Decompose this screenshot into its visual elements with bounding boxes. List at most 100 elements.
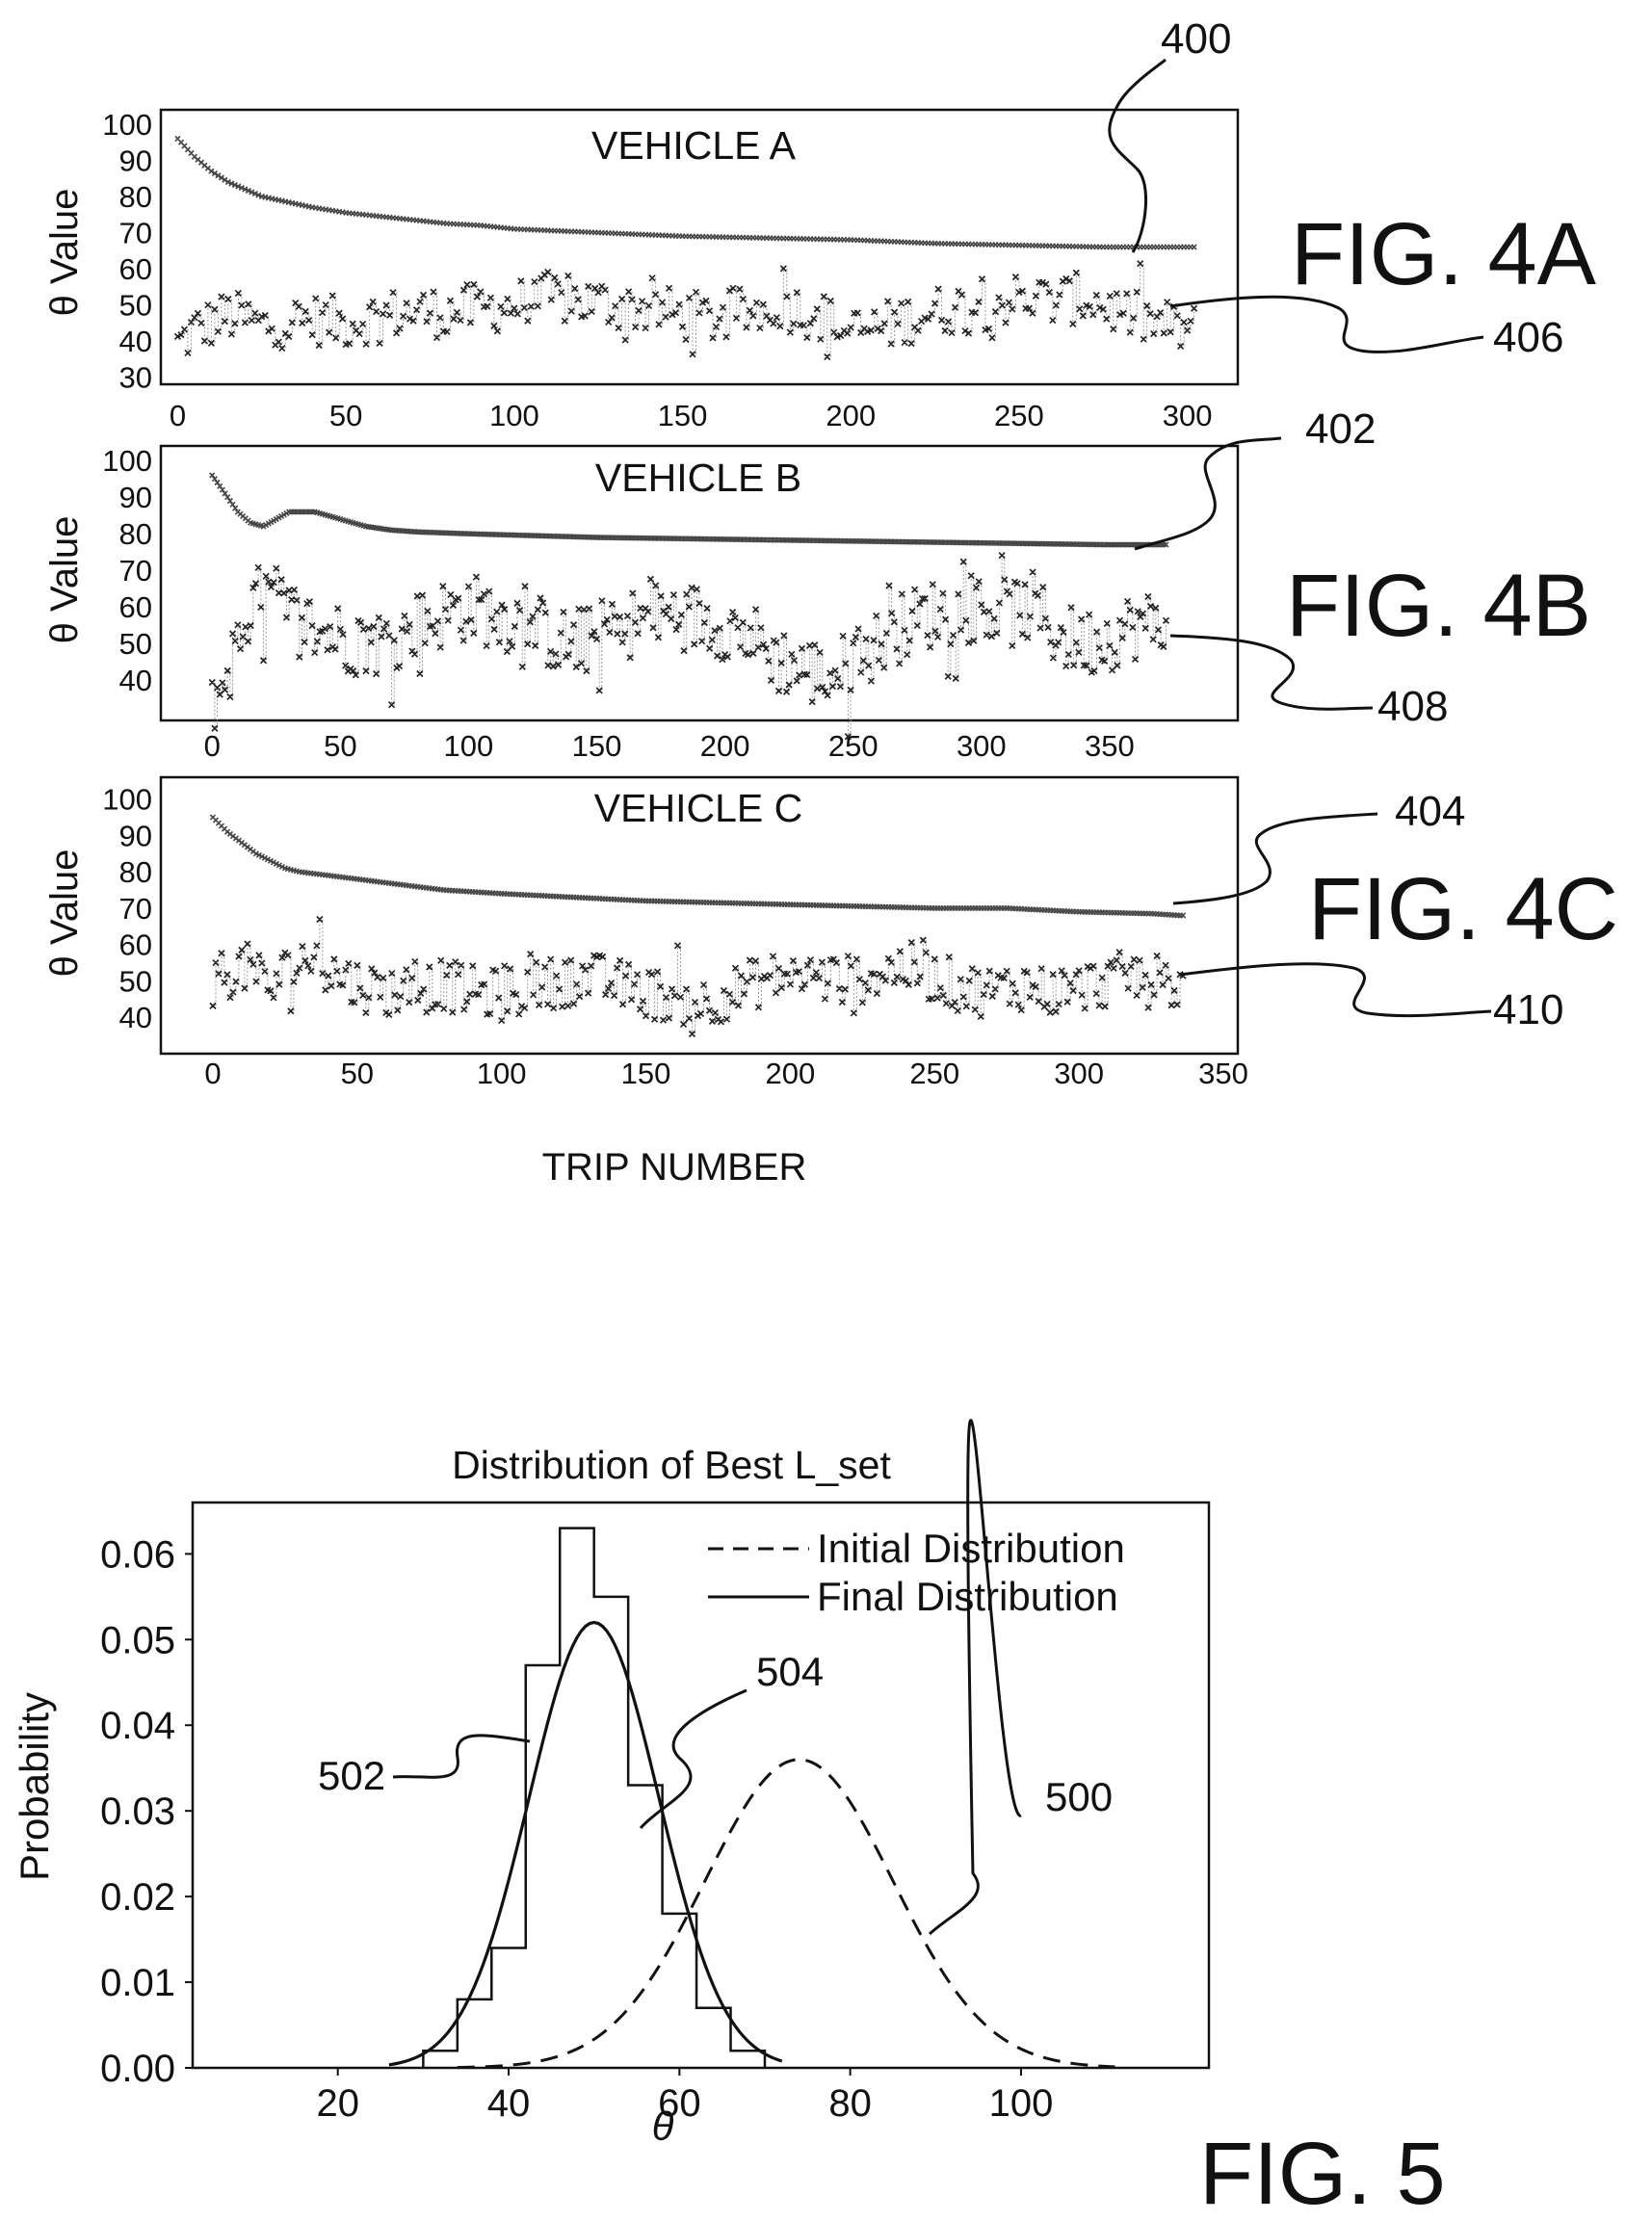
fig-5-ylabel: Probability — [12, 1692, 57, 1881]
fig-5-title: Distribution of Best L_set — [452, 1443, 891, 1487]
fig-4c-upper-series-400 — [209, 814, 1187, 919]
fig-4a-ytick-label: 40 — [119, 325, 152, 358]
fig-4a-plot-frame — [159, 108, 1240, 386]
fig-4a-ref-406: 406 — [1493, 314, 1563, 361]
fig-4a-leader-400 — [1108, 58, 1167, 253]
fig-4b-ytick-label: 70 — [119, 554, 152, 588]
fig-5-xtick-label: 100 — [989, 2082, 1054, 2125]
fig-4a-ref-400: 400 — [1161, 15, 1231, 63]
fig-5-histogram-502 — [422, 1527, 767, 2068]
fig-4c-ytick-label: 70 — [119, 892, 152, 926]
fig-4b-plot-frame — [159, 444, 1240, 722]
fig-5-ytick-label: 0.06 — [100, 1533, 175, 1576]
legend-initial-label: Initial Distribution — [817, 1526, 1125, 1571]
fig-4b-ytick-label: 90 — [119, 481, 152, 514]
fig-4b-ytick-label: 50 — [119, 627, 152, 661]
fig-4c-ytick-label: 40 — [119, 1001, 152, 1034]
fig-4c-xtick-label: 0 — [204, 1057, 221, 1090]
fig-4b-xtick-label: 200 — [700, 729, 750, 763]
fig-4c-xtick-label: 150 — [621, 1057, 671, 1090]
fig-4b-xtick-label: 0 — [204, 729, 221, 763]
fig-4c-title: VEHICLE C — [594, 786, 802, 830]
fig-4c-ytick-label: 60 — [119, 928, 152, 962]
fig-4a-xtick-label: 250 — [994, 399, 1044, 432]
fig-5-leader-504 — [639, 1688, 747, 1829]
fig-4a-ytick-label: 80 — [119, 180, 152, 214]
fig-4b-xtick-label: 150 — [572, 729, 622, 763]
fig-5-ytick-label: 0.02 — [100, 1876, 175, 1919]
fig-4a-xtick-label: 150 — [658, 399, 708, 432]
fig-5-initial-distribution-500 — [457, 1758, 1115, 2070]
fig-4b-ytick-label: 80 — [119, 517, 152, 551]
fig-5-ytick-label: 0.04 — [100, 1705, 175, 1747]
fig-5-legend: Initial Distribution Final Distribution — [708, 1526, 1125, 1619]
fig-4b-ytick-label: 40 — [119, 664, 152, 697]
fig-5-xtick-label: 60 — [658, 2082, 701, 2125]
fig-4a-xtick-label: 0 — [170, 399, 186, 432]
fig-5-label: FIG. 5 — [1199, 2125, 1446, 2216]
fig-4c-plot-frame — [159, 775, 1240, 1056]
fig-4c-xtick-label: 100 — [477, 1057, 527, 1090]
fig-4c-lower-series-connectors — [215, 919, 1184, 1034]
fig-4c-xtick-label: 50 — [341, 1057, 374, 1090]
fig-5-leader-500 — [928, 1419, 1023, 1936]
fig-4a-xtick-label: 100 — [489, 399, 539, 432]
fig-5-panel: Distribution of Best L_set Probability θ… — [12, 1419, 1446, 2221]
fig-4b-xtick-label: 100 — [444, 729, 494, 763]
fig-4b-ytick-label: 60 — [119, 590, 152, 624]
fig-4a-xtick-label: 50 — [329, 399, 362, 432]
fig-5-ytick-label: 0.05 — [100, 1619, 175, 1661]
fig-4c-xtick-label: 250 — [909, 1057, 959, 1090]
fig-4a-ytick-label: 90 — [119, 144, 152, 178]
fig-5-xtick-label: 20 — [316, 2082, 359, 2125]
fig-4c-ytick-label: 80 — [119, 855, 152, 889]
fig-4a-ytick-label: 50 — [119, 289, 152, 323]
fig-5-ytick-label: 0.01 — [100, 1962, 175, 2004]
fig-4b-lower-series — [208, 552, 1170, 741]
fig-5-ref-502: 502 — [318, 1753, 385, 1798]
fig-4b-ytick-label: 100 — [102, 444, 152, 478]
fig-4c-label: FIG. 4C — [1308, 860, 1618, 958]
fig-4c-leader-410 — [1179, 962, 1492, 1018]
fig-5-data: 0.00 0.01 0.02 0.03 0.04 0.05 0.06 20 40 60 80 100 — [100, 1527, 1115, 2125]
fig-4a-ytick-label: 100 — [102, 108, 152, 142]
fig-4b-xtick-label: 300 — [957, 729, 1007, 763]
fig-5-leader-502 — [392, 1734, 531, 1779]
fig-4b-title: VEHICLE B — [595, 456, 801, 500]
fig-4a-upper-series-400 — [174, 135, 1197, 250]
fig-4c-xtick-label: 350 — [1198, 1057, 1248, 1090]
fig-4b-xtick-label: 350 — [1085, 729, 1135, 763]
fig-4c-ref-410: 410 — [1493, 986, 1563, 1033]
fig-4a-ytick-label: 60 — [119, 252, 152, 286]
fig-4a-xtick-label: 300 — [1163, 399, 1213, 432]
fig-5-xlabel: θ — [652, 2103, 674, 2149]
fig-4a-xtick-label: 200 — [826, 399, 876, 432]
fig-5-xtick-label: 40 — [487, 2082, 531, 2125]
fig-5-xtick-label: 80 — [828, 2082, 872, 2125]
fig-4a-ylabel: θ Value — [43, 189, 86, 317]
fig-4b-xtick-label: 50 — [324, 729, 356, 763]
fig-4c-xtick-label: 300 — [1054, 1057, 1104, 1090]
fig-4a-ytick-label: 30 — [119, 361, 152, 395]
fig-4c-ytick-label: 100 — [102, 783, 152, 817]
fig-5-ytick-label: 0.03 — [100, 1790, 175, 1833]
fig-4a-ytick-label: 70 — [119, 217, 152, 250]
fig-4b-ref-408: 408 — [1377, 683, 1448, 730]
fig-5-ytick-label: 0.00 — [100, 2048, 175, 2090]
fig-5-ref-504: 504 — [756, 1649, 824, 1694]
fig-5-ref-500: 500 — [1045, 1774, 1113, 1819]
fig-4b-leader-408 — [1169, 634, 1374, 711]
fig-4b-leader-402 — [1134, 436, 1282, 551]
fig-4a-lower-series-connectors — [180, 263, 1195, 357]
fig-4b-ylabel: θ Value — [43, 516, 86, 644]
fig-4b-ref-402: 402 — [1305, 405, 1376, 453]
fig-4c-ytick-label: 90 — [119, 819, 152, 852]
fig-4c-lower-series — [209, 915, 1187, 1038]
fig-4c-leader-404 — [1172, 812, 1378, 905]
